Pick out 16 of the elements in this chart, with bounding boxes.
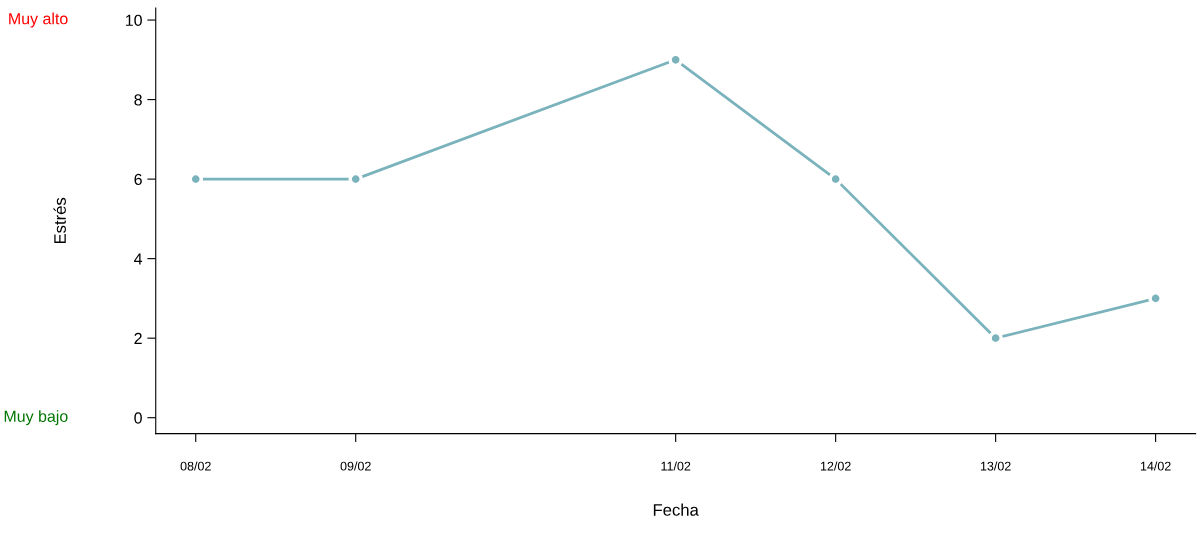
x-tick-label: 14/02 <box>1140 461 1171 471</box>
x-tick-label: 13/02 <box>980 461 1011 471</box>
y-tick-label: 8 <box>134 94 142 106</box>
y-tick-label: 0 <box>134 412 142 424</box>
x-axis-title: Fecha <box>653 503 699 516</box>
x-tick-label: 09/02 <box>340 461 371 471</box>
text: Muy bajo <box>4 410 68 426</box>
text: Muy alto <box>9 12 68 28</box>
y-tick-label: 6 <box>134 173 142 186</box>
y-tick-label: 2 <box>134 332 142 344</box>
y-axis-title: Estrés <box>53 197 66 244</box>
x-tick-label: 12/02 <box>820 461 851 471</box>
x-tick-label: 11/02 <box>661 461 691 471</box>
y-tick-label: 4 <box>134 253 143 265</box>
y-tick-label: 10 <box>126 14 142 26</box>
x-tick-label: 08/02 <box>180 461 211 471</box>
